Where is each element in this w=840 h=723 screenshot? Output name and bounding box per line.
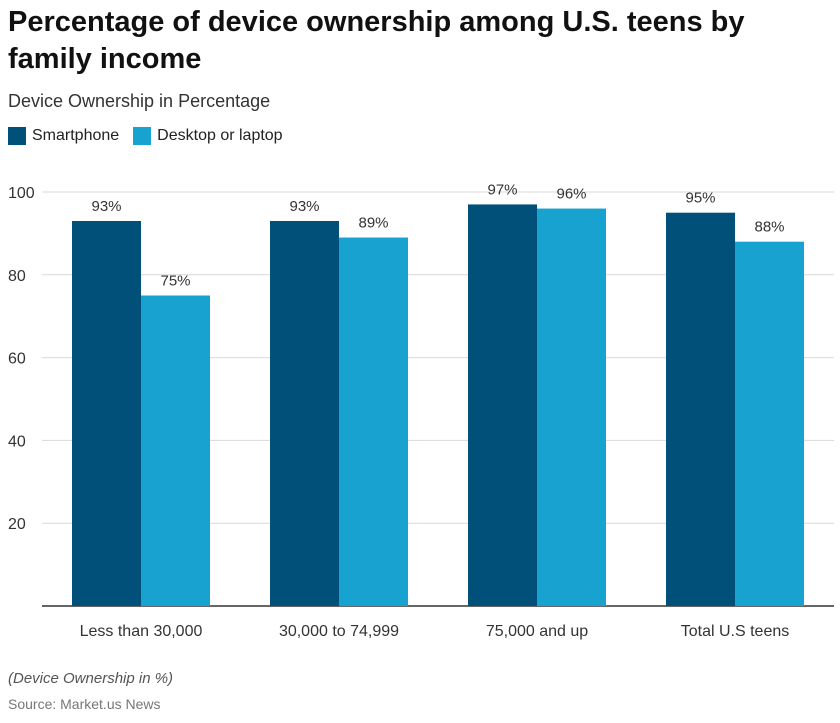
y-tick-label-20: 20	[8, 516, 26, 533]
bar-desktop-0	[141, 295, 210, 606]
bar-desktop-3	[735, 241, 804, 606]
chart-title: Percentage of device ownership among U.S…	[8, 6, 745, 75]
data-label-smartphone-3: 95%	[685, 190, 715, 207]
data-label-smartphone-2: 97%	[487, 181, 517, 198]
data-label-desktop-3: 88%	[754, 219, 784, 236]
x-tick-label-1: 30,000 to 74,999	[279, 623, 399, 640]
chart-subtitle: Device Ownership in Percentage	[8, 91, 271, 111]
legend-item-desktop: Desktop or laptop	[133, 127, 283, 145]
bar-desktop-2	[537, 208, 606, 606]
source-note: Source: Market.us News	[8, 696, 161, 712]
x-tick-label-2: 75,000 and up	[486, 623, 588, 640]
legend-swatch-smartphone	[8, 127, 26, 145]
data-label-desktop-0: 75%	[160, 273, 190, 290]
bar-desktop-1	[339, 237, 408, 607]
legend-label-desktop: Desktop or laptop	[157, 127, 283, 144]
y-tick-label-100: 100	[8, 185, 35, 202]
legend: Smartphone Desktop or laptop	[8, 127, 297, 145]
bar-smartphone-2	[468, 204, 537, 607]
legend-item-smartphone: Smartphone	[8, 127, 119, 145]
legend-label-smartphone: Smartphone	[32, 127, 120, 144]
x-tick-label-0: Less than 30,000	[80, 623, 203, 640]
y-tick-label-40: 40	[8, 433, 26, 450]
footnote: (Device Ownership in %)	[8, 670, 174, 687]
y-tick-label-60: 60	[8, 351, 26, 368]
bar-smartphone-0	[72, 220, 141, 607]
x-tick-label-3: Total U.S teens	[681, 623, 790, 640]
data-label-smartphone-0: 93%	[91, 198, 121, 215]
y-tick-label-80: 80	[8, 268, 26, 285]
data-label-desktop-2: 96%	[556, 186, 586, 203]
bar-smartphone-3	[666, 212, 735, 606]
data-label-desktop-1: 89%	[358, 215, 388, 232]
data-label-smartphone-1: 93%	[289, 198, 319, 215]
legend-swatch-desktop	[133, 127, 152, 145]
bar-chart: 20 40 60 80 100 93% 75% Less than 30,000 93% 89% 3…	[8, 181, 834, 640]
bar-smartphone-1	[270, 220, 339, 607]
